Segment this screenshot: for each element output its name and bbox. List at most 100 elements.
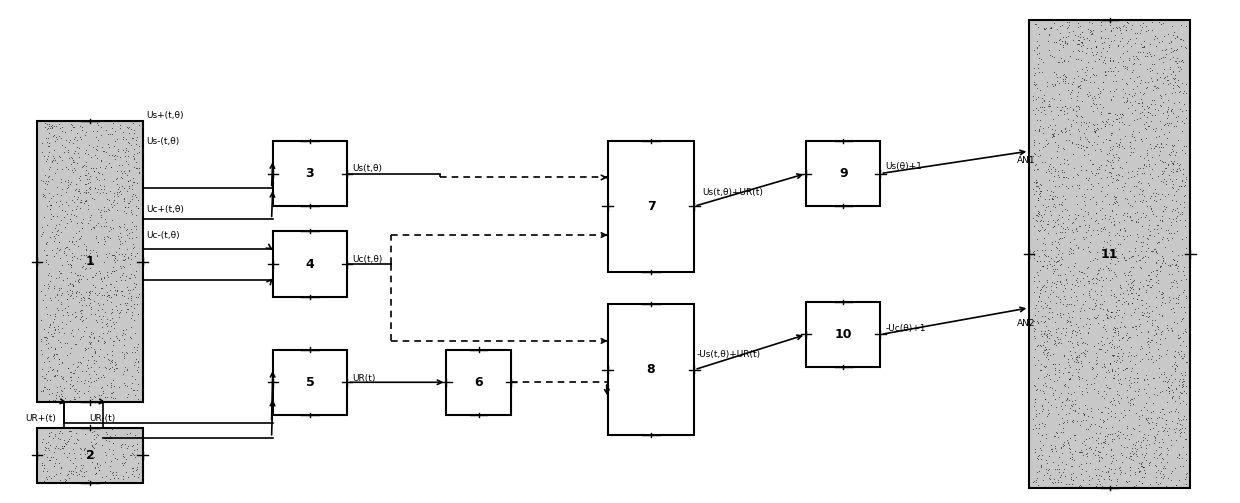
Point bbox=[1035, 195, 1055, 203]
Point bbox=[1048, 429, 1068, 437]
Point bbox=[1065, 407, 1085, 415]
Point bbox=[1053, 324, 1073, 332]
Point bbox=[1177, 106, 1197, 114]
Point bbox=[104, 320, 124, 328]
Point bbox=[1173, 415, 1193, 423]
Point bbox=[1045, 361, 1065, 369]
Point bbox=[1107, 390, 1127, 398]
Point bbox=[66, 387, 86, 395]
Point bbox=[128, 179, 148, 187]
Point bbox=[84, 185, 104, 193]
Point bbox=[1035, 251, 1055, 259]
Point bbox=[93, 300, 113, 308]
Point bbox=[104, 286, 124, 294]
Point bbox=[43, 365, 63, 373]
Point bbox=[35, 180, 55, 188]
Point bbox=[1064, 150, 1084, 158]
Point bbox=[107, 256, 126, 264]
Point bbox=[1122, 299, 1142, 307]
Point bbox=[1164, 46, 1184, 54]
Point bbox=[1152, 449, 1172, 457]
Point bbox=[1173, 36, 1193, 44]
Point bbox=[98, 288, 118, 296]
Point bbox=[1125, 116, 1145, 124]
Point bbox=[1153, 470, 1173, 478]
Point bbox=[1130, 164, 1149, 172]
Point bbox=[1068, 358, 1087, 366]
Point bbox=[1158, 190, 1178, 198]
Point bbox=[113, 249, 133, 258]
Point bbox=[1171, 35, 1190, 43]
Point bbox=[1032, 401, 1052, 409]
Point bbox=[57, 295, 77, 303]
Point bbox=[1101, 169, 1121, 177]
Point bbox=[1066, 92, 1086, 100]
Point bbox=[1049, 453, 1069, 461]
Point bbox=[82, 273, 102, 281]
Point bbox=[1074, 129, 1094, 137]
Point bbox=[1083, 365, 1102, 373]
Point bbox=[1084, 50, 1104, 58]
Point bbox=[104, 324, 124, 332]
Point bbox=[52, 443, 72, 451]
Point bbox=[56, 243, 76, 251]
Point bbox=[100, 359, 120, 367]
Point bbox=[1032, 181, 1052, 189]
Point bbox=[1027, 257, 1047, 265]
Point bbox=[1154, 202, 1174, 210]
Point bbox=[1126, 447, 1146, 455]
Point bbox=[1056, 300, 1076, 308]
Point bbox=[1101, 266, 1121, 274]
Point bbox=[1132, 43, 1152, 51]
Point bbox=[1104, 351, 1123, 359]
Point bbox=[1111, 380, 1131, 388]
Point bbox=[1172, 56, 1192, 64]
Point bbox=[1142, 418, 1162, 427]
Point bbox=[1156, 416, 1176, 424]
Point bbox=[1101, 476, 1121, 484]
Point bbox=[81, 341, 100, 349]
Point bbox=[1145, 436, 1164, 444]
Point bbox=[1064, 456, 1084, 464]
Point bbox=[1099, 339, 1118, 347]
Point bbox=[1138, 431, 1158, 439]
Point bbox=[81, 328, 100, 337]
Point bbox=[1173, 146, 1193, 154]
Point bbox=[1168, 331, 1188, 340]
Point bbox=[1120, 267, 1140, 275]
Point bbox=[1073, 113, 1092, 121]
Point bbox=[1171, 420, 1190, 428]
Point bbox=[88, 431, 108, 439]
Point bbox=[84, 345, 104, 353]
Point bbox=[1058, 355, 1078, 363]
Point bbox=[84, 167, 104, 175]
Point bbox=[1104, 357, 1123, 365]
Point bbox=[105, 358, 125, 366]
Point bbox=[1055, 225, 1075, 233]
Point bbox=[1137, 240, 1157, 248]
Point bbox=[1107, 329, 1127, 337]
Point bbox=[93, 334, 113, 342]
Point bbox=[1034, 24, 1054, 32]
Point bbox=[1028, 194, 1048, 202]
Point bbox=[1090, 480, 1110, 488]
Point bbox=[74, 445, 94, 453]
Point bbox=[1120, 396, 1140, 404]
Point bbox=[1174, 178, 1194, 186]
Point bbox=[1110, 226, 1130, 234]
Point bbox=[126, 140, 146, 148]
Point bbox=[1121, 173, 1141, 181]
Point bbox=[1092, 341, 1112, 349]
Point bbox=[83, 143, 103, 151]
Point bbox=[1091, 472, 1111, 480]
Point bbox=[1135, 252, 1154, 260]
Point bbox=[71, 359, 91, 367]
Point bbox=[87, 318, 107, 326]
Point bbox=[1076, 320, 1096, 328]
Point bbox=[95, 207, 115, 215]
Point bbox=[1111, 318, 1131, 326]
Point bbox=[1147, 248, 1167, 257]
Point bbox=[1073, 245, 1092, 254]
Point bbox=[62, 469, 82, 477]
Point bbox=[1091, 453, 1111, 461]
